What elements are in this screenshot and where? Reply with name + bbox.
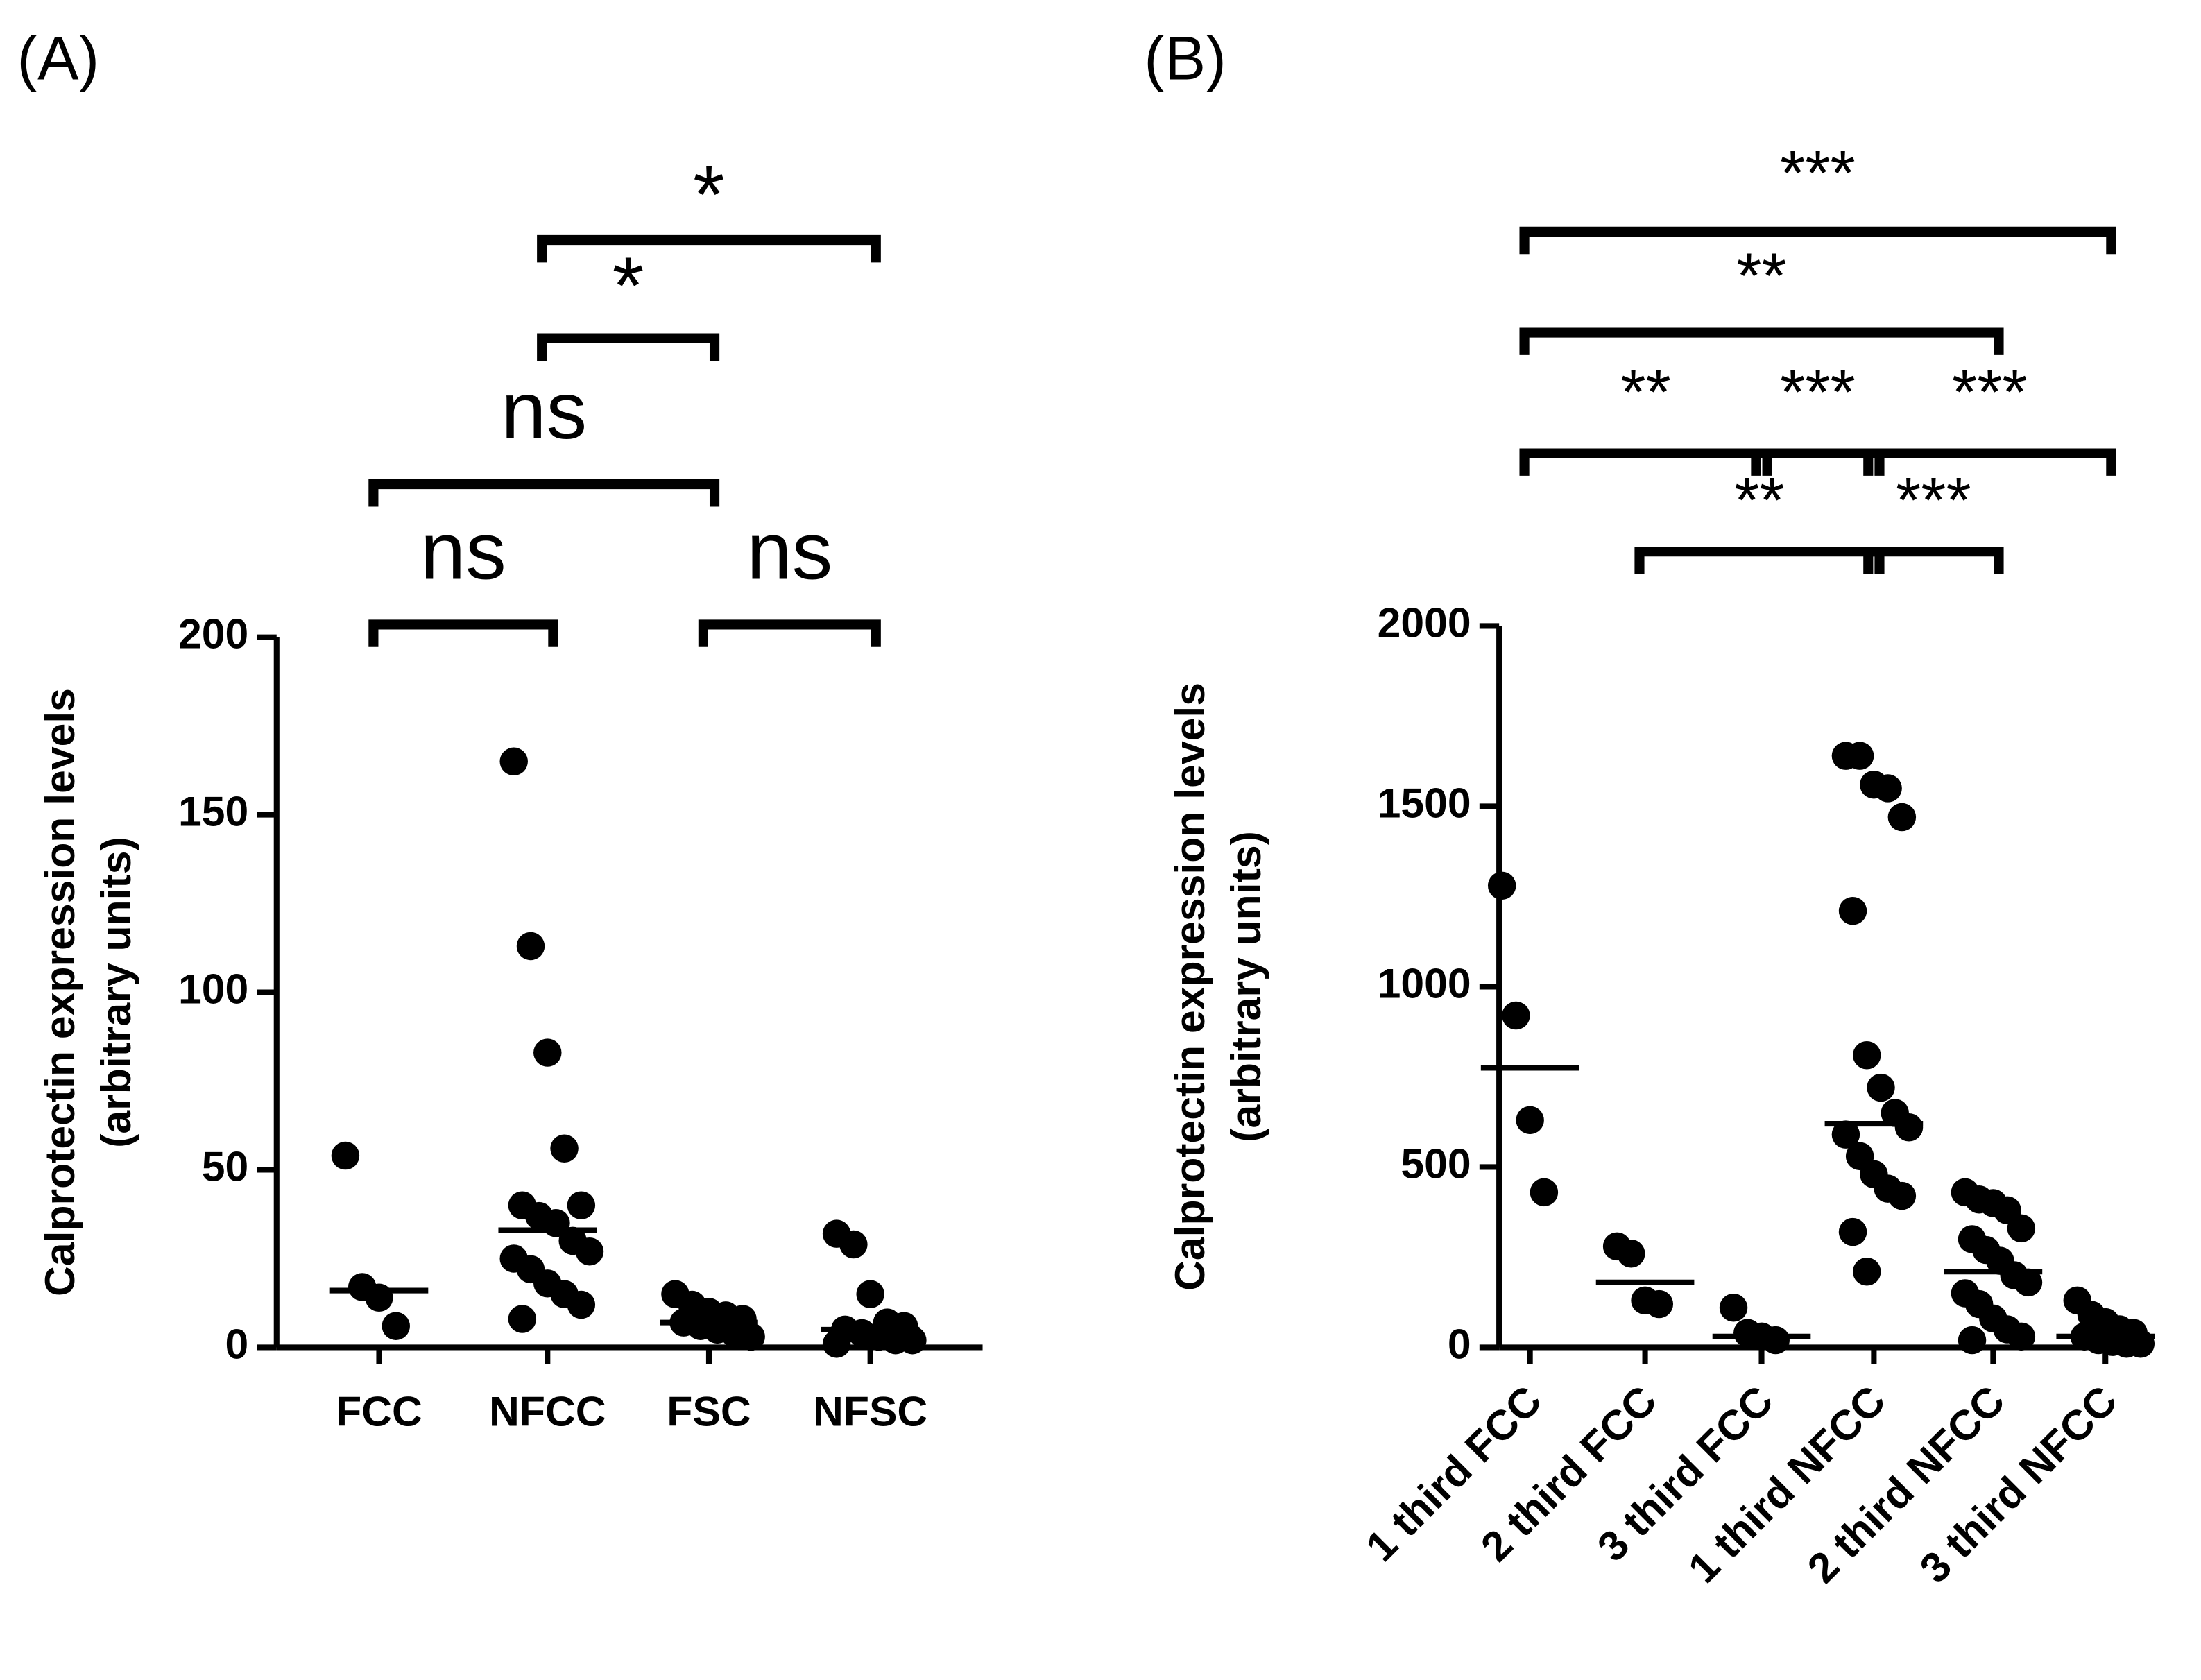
- significance-label: ***: [1896, 464, 1971, 536]
- data-point: [533, 1038, 562, 1067]
- x-tick-label: NFCC: [489, 1388, 606, 1435]
- y-tick-label: 200: [178, 610, 248, 658]
- y-tick-label: 150: [178, 788, 248, 835]
- data-point: [1853, 1258, 1881, 1286]
- significance-bracket: [698, 619, 881, 647]
- significance-label: **: [1736, 239, 1786, 311]
- significance-bracket: [1519, 327, 2004, 355]
- significance-bracket: [1863, 448, 2116, 476]
- significance-bracket: [368, 619, 558, 647]
- data-point: [737, 1322, 765, 1351]
- significance-bracket: [1519, 226, 2116, 255]
- y-tick-label: 0: [1448, 1320, 1471, 1367]
- data-point: [1853, 1041, 1881, 1070]
- y-axis-label: (arbitrary units): [92, 837, 139, 1147]
- x-tick-label: NFSC: [813, 1388, 927, 1435]
- data-point: [822, 1330, 851, 1358]
- data-point: [1516, 1106, 1544, 1135]
- y-axis-label: Calprotectin expression levels: [36, 688, 83, 1296]
- y-tick-label: 1000: [1378, 959, 1471, 1006]
- data-point: [567, 1191, 596, 1219]
- data-point: [856, 1280, 884, 1308]
- data-point: [1958, 1326, 1987, 1355]
- y-tick-label: 100: [178, 966, 248, 1013]
- data-point: [1530, 1178, 1559, 1207]
- data-point: [1502, 1001, 1530, 1030]
- x-tick-label: 3 third NFCC: [1910, 1377, 2125, 1592]
- data-point: [1645, 1289, 1674, 1319]
- data-point: [2007, 1214, 2036, 1243]
- data-point: [1894, 1113, 1924, 1142]
- x-tick-label: FCC: [336, 1388, 422, 1435]
- significance-label: ns: [420, 505, 506, 596]
- significance-bracket: [537, 333, 720, 361]
- significance-bracket: [1863, 547, 2004, 574]
- data-point: [2014, 1268, 2043, 1297]
- panel-label: (B): [1144, 24, 1226, 93]
- y-tick-label: 2000: [1378, 599, 1471, 646]
- data-point: [839, 1230, 868, 1259]
- significance-bracket: [537, 234, 881, 263]
- data-point: [1838, 1217, 1867, 1246]
- y-tick-label: 500: [1401, 1140, 1471, 1187]
- data-point: [1719, 1294, 1748, 1322]
- y-axis-label: Calprotectin expression levels: [1166, 683, 1213, 1291]
- significance-label: **: [1734, 464, 1784, 536]
- data-point: [1874, 774, 1902, 803]
- significance-label: *: [613, 240, 644, 331]
- data-point: [2007, 1322, 2036, 1351]
- data-point: [1887, 803, 1917, 832]
- data-point: [1487, 871, 1516, 900]
- significance-label: ns: [746, 505, 832, 596]
- y-axis-label: (arbitrary units): [1222, 831, 1269, 1142]
- y-tick-label: 50: [202, 1143, 249, 1190]
- data-point: [1838, 897, 1867, 925]
- data-point: [499, 747, 528, 776]
- significance-bracket: [1751, 448, 1885, 476]
- data-point: [331, 1141, 360, 1170]
- data-point: [567, 1290, 596, 1319]
- significance-bracket: [1634, 547, 1885, 574]
- data-point: [1867, 1073, 1895, 1102]
- data-point: [516, 932, 545, 961]
- significance-bracket: [368, 479, 720, 507]
- significance-bracket: [1519, 448, 1772, 476]
- data-point: [1831, 1120, 1860, 1149]
- x-tick-label: FSC: [667, 1388, 751, 1435]
- data-point: [1887, 1181, 1917, 1210]
- data-point: [550, 1134, 579, 1163]
- data-point: [1845, 742, 1874, 770]
- data-point: [382, 1312, 410, 1340]
- y-tick-label: 1500: [1378, 779, 1471, 826]
- data-point: [1617, 1240, 1645, 1268]
- significance-label: ***: [1780, 137, 1856, 209]
- significance-label: ***: [1780, 356, 1856, 428]
- data-point: [508, 1305, 537, 1333]
- significance-label: **: [1620, 356, 1670, 428]
- panel-label: (A): [17, 24, 99, 93]
- data-point: [1761, 1326, 1790, 1355]
- data-point: [575, 1237, 604, 1266]
- significance-label: ns: [501, 365, 587, 456]
- y-tick-label: 0: [225, 1320, 249, 1367]
- significance-label: *: [693, 148, 725, 239]
- significance-label: ***: [1952, 356, 2028, 428]
- data-point: [898, 1326, 927, 1355]
